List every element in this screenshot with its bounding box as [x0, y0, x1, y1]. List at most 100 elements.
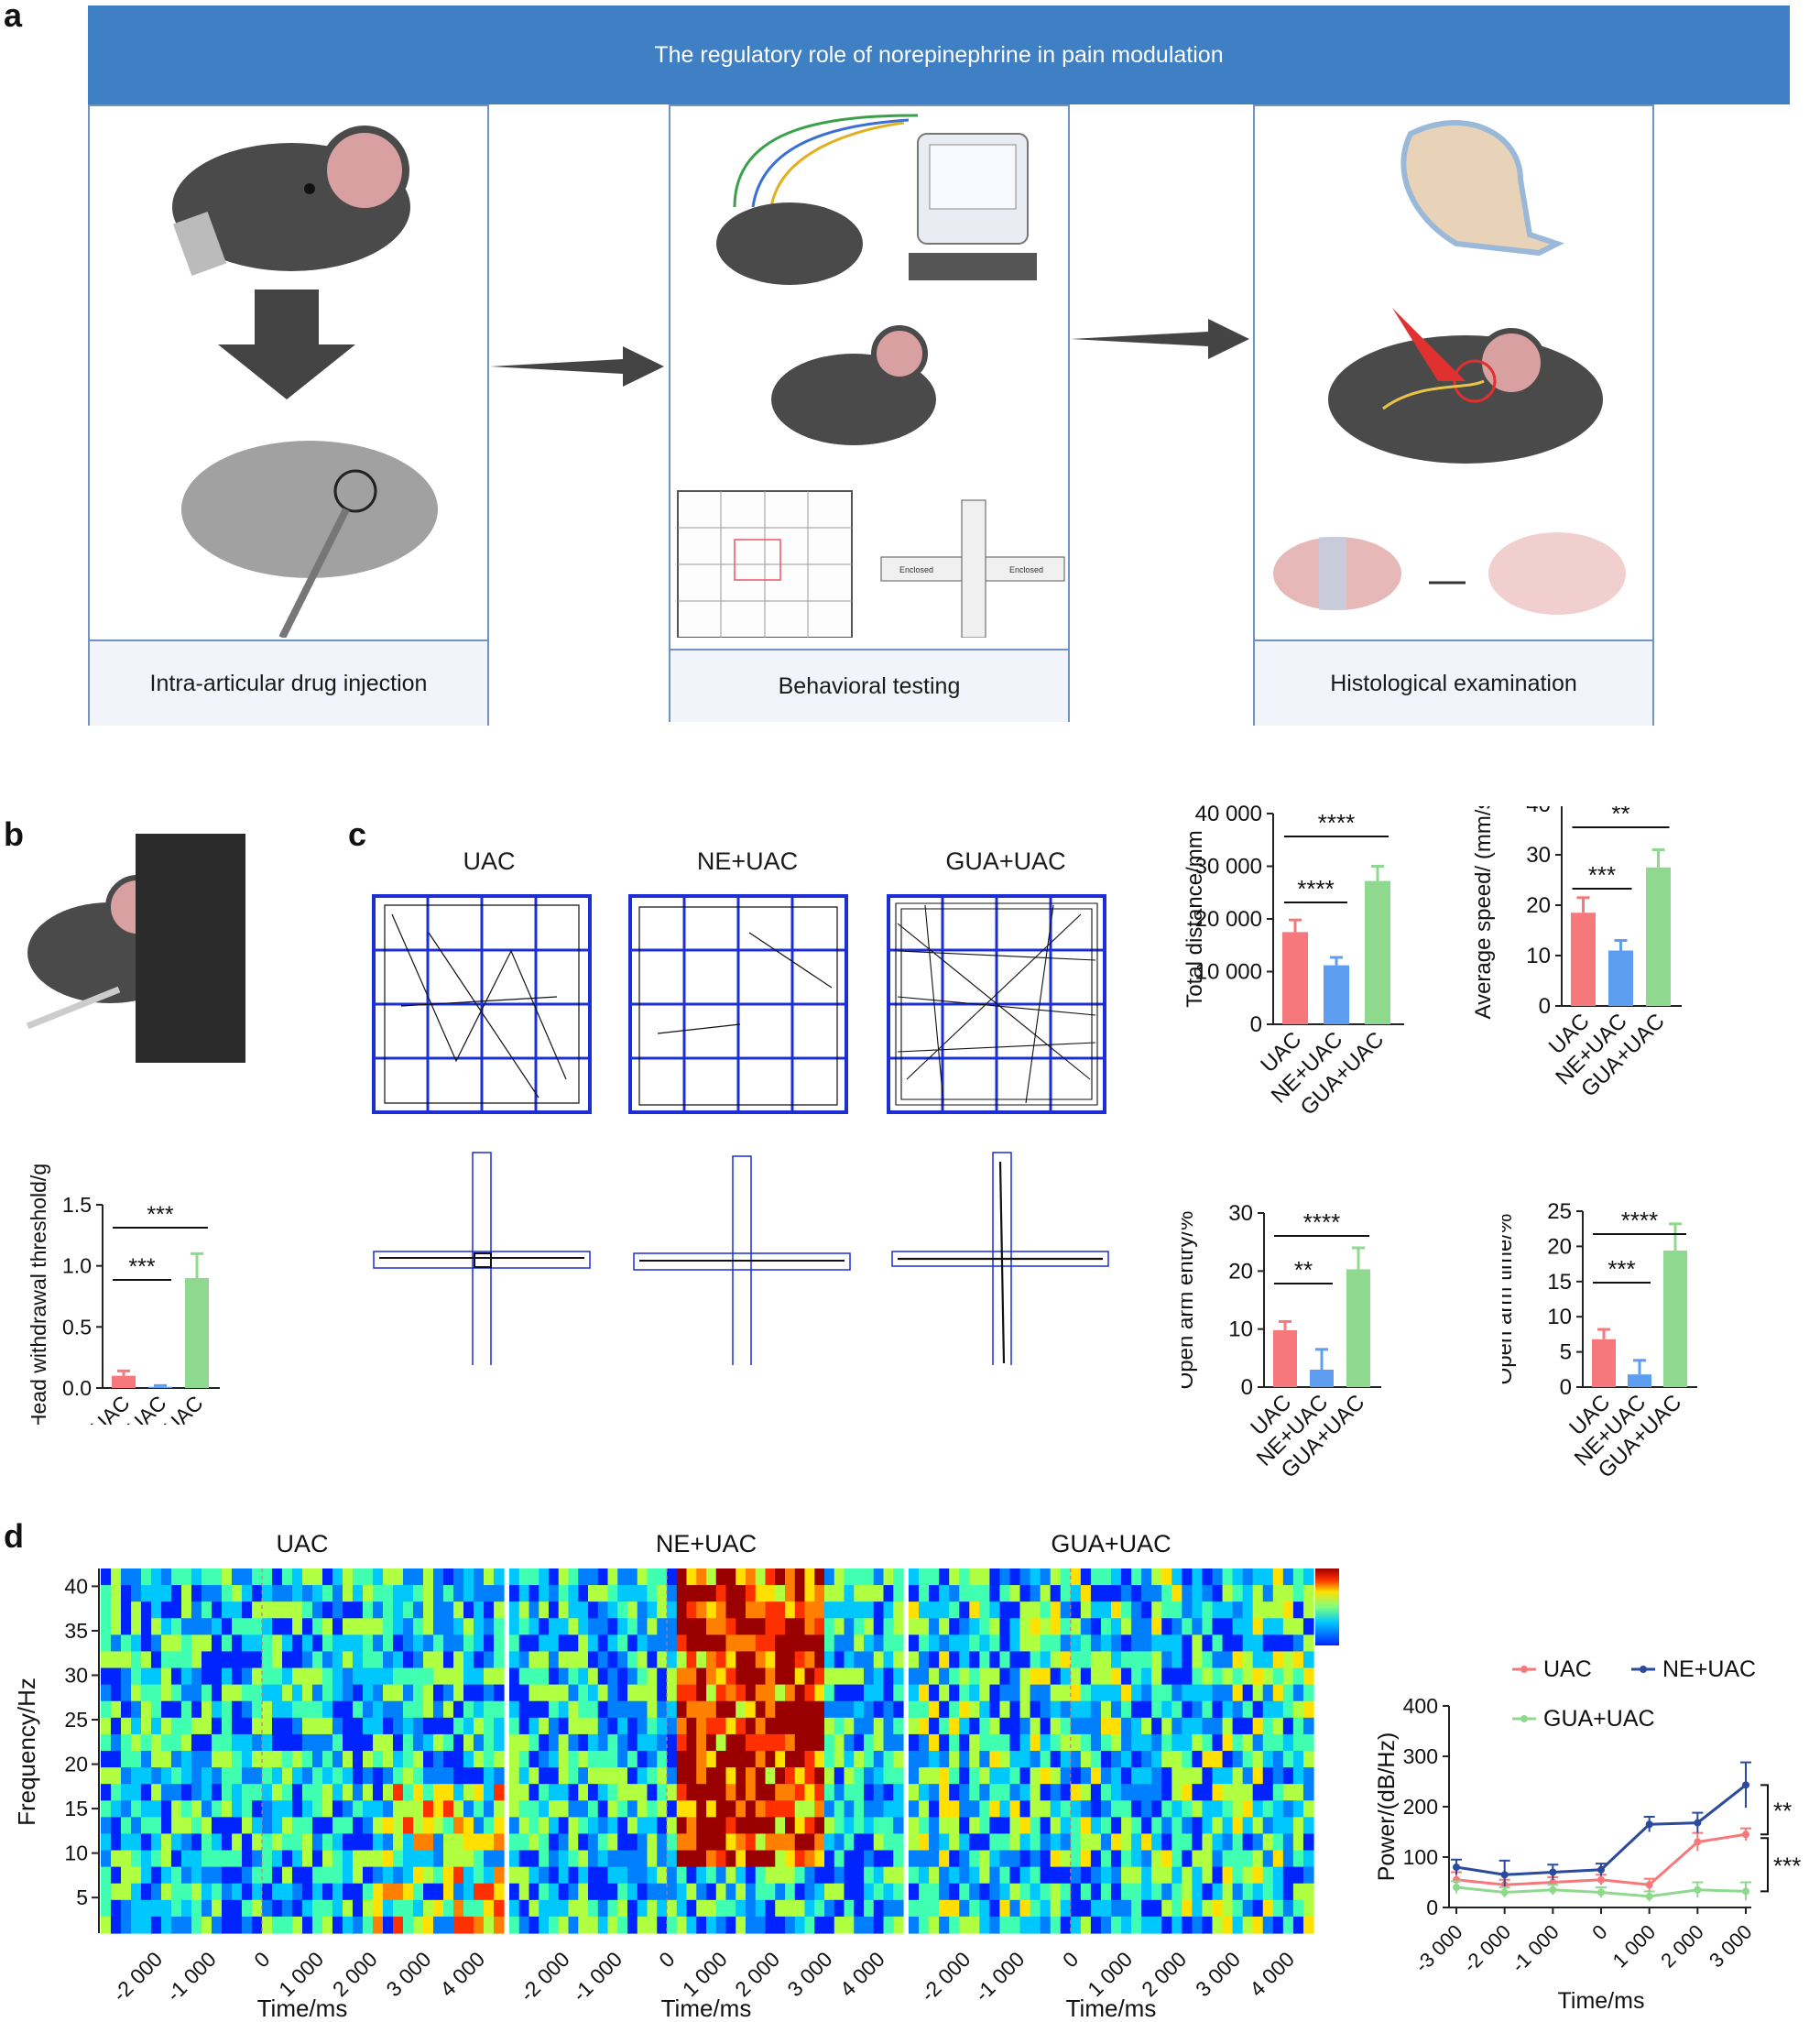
heatmap-cell: [755, 1817, 767, 1835]
heatmap-cell: [919, 1568, 930, 1586]
heatmap-cell: [558, 1585, 570, 1602]
heatmap-cell: [597, 1651, 609, 1669]
heatmap-cell: [463, 1601, 474, 1619]
heatmap-cell: [212, 1667, 223, 1686]
heatmap-cell: [1252, 1733, 1264, 1752]
heatmap-cell: [765, 1684, 776, 1702]
heatmap-cell: [302, 1751, 313, 1768]
heatmap-cell: [1302, 1700, 1314, 1719]
heatmap-cell: [272, 1751, 283, 1768]
heatmap-cell: [1121, 1800, 1132, 1818]
heatmap-cell: [617, 1850, 628, 1868]
heatmap-cell: [1090, 1883, 1102, 1901]
heatmap-cell: [1302, 1568, 1314, 1586]
heatmap-cell: [775, 1684, 786, 1702]
heatmap-cell: [1111, 1700, 1122, 1719]
heatmap-cell: [518, 1817, 530, 1835]
heatmap-cell: [312, 1784, 323, 1801]
heatmap-cell: [494, 1585, 505, 1602]
heatmap-cell: [484, 1568, 495, 1586]
heatmap-cell: [1141, 1618, 1152, 1635]
heatmap-cell: [443, 1667, 454, 1686]
heatmap-cell: [637, 1585, 648, 1602]
heatmap-cell: [999, 1618, 1011, 1635]
heatmap-cell: [667, 1651, 678, 1669]
heatmap-cell: [1141, 1883, 1152, 1901]
heatmap-cell: [393, 1916, 404, 1934]
heatmap-cell: [443, 1684, 454, 1702]
heatmap-cell: [1222, 1833, 1234, 1852]
heatmap-cell: [647, 1585, 658, 1602]
heatmap-cell: [1070, 1700, 1082, 1719]
heatmap-cell: [302, 1767, 313, 1785]
heatmap-cell: [549, 1899, 560, 1918]
heatmap-cell: [617, 1717, 628, 1735]
heatmap-cell: [1131, 1634, 1142, 1653]
heatmap-cell: [292, 1800, 303, 1818]
heatmap-cell: [1282, 1618, 1294, 1635]
data-point: [1742, 1781, 1749, 1789]
heatmap-cell: [343, 1866, 354, 1885]
heatmap-cell: [1262, 1850, 1274, 1868]
heatmap-cell: [893, 1733, 904, 1752]
heatmap-cell: [568, 1899, 579, 1918]
heatmap-cell: [949, 1733, 960, 1752]
heatmap-cell: [667, 1634, 678, 1653]
heatmap-cell: [343, 1634, 354, 1653]
heatmap-cell: [706, 1767, 717, 1785]
heatmap-cell: [423, 1568, 434, 1586]
heatmap-cell: [171, 1667, 182, 1686]
heatmap-cell: [453, 1883, 464, 1901]
heatmap-cell: [1151, 1585, 1162, 1602]
heatmap-cell: [242, 1800, 253, 1818]
heatmap-cell: [794, 1733, 806, 1752]
heatmap-cell: [1050, 1883, 1062, 1901]
heatmap-cell: [151, 1618, 162, 1635]
heatmap-cell: [494, 1784, 505, 1801]
heatmap-cell: [1302, 1916, 1314, 1934]
heatmap-cell: [939, 1751, 950, 1768]
y-tick-label: 0: [1250, 1012, 1262, 1037]
heatmap-cell: [785, 1767, 796, 1785]
heatmap-cell: [509, 1899, 520, 1918]
heatmap-cell: [1272, 1733, 1284, 1752]
heatmap-cell: [854, 1717, 865, 1735]
heatmap-cell: [1090, 1717, 1102, 1735]
heatmap-cell: [161, 1899, 172, 1918]
heatmap-cell: [1030, 1751, 1041, 1768]
heatmap-cell: [181, 1751, 192, 1768]
heatmap-cell: [222, 1585, 233, 1602]
heatmap-cell: [746, 1651, 757, 1669]
heatmap-cell: [1060, 1817, 1072, 1835]
heatmap-cell: [1080, 1883, 1092, 1901]
heatmap-cell: [814, 1833, 825, 1852]
heatmap-cell: [529, 1833, 539, 1852]
heatmap-cell: [657, 1700, 668, 1719]
heatmap-cell: [919, 1684, 930, 1702]
heatmap-cell: [568, 1601, 579, 1619]
heatmap-cell: [949, 1916, 960, 1934]
heatmap-cell: [1030, 1899, 1041, 1918]
heatmap-cell: [191, 1585, 202, 1602]
heatmap-cell: [332, 1733, 343, 1752]
heatmap-cell: [706, 1700, 717, 1719]
legend-marker: [1520, 1666, 1528, 1673]
heatmap-cell: [332, 1618, 343, 1635]
heatmap-cell: [171, 1883, 182, 1901]
bar-gua-uac: [1646, 867, 1671, 1006]
heatmap-cell: [1172, 1634, 1182, 1653]
heatmap-cell: [282, 1883, 293, 1901]
heatmap-cell: [302, 1850, 313, 1868]
heatmap-cell: [363, 1667, 374, 1686]
heatmap-cell: [383, 1651, 394, 1669]
heatmap-cell: [1121, 1784, 1132, 1801]
heatmap-cell: [873, 1767, 885, 1785]
heatmap-cell: [212, 1800, 223, 1818]
heatmap-cell: [161, 1866, 172, 1885]
heatmap-cell: [312, 1733, 323, 1752]
heatmap-cell: [1060, 1651, 1072, 1669]
heatmap-cell: [1222, 1916, 1234, 1934]
heatmap-cell: [864, 1667, 875, 1686]
heatmap-cell: [1192, 1667, 1204, 1686]
